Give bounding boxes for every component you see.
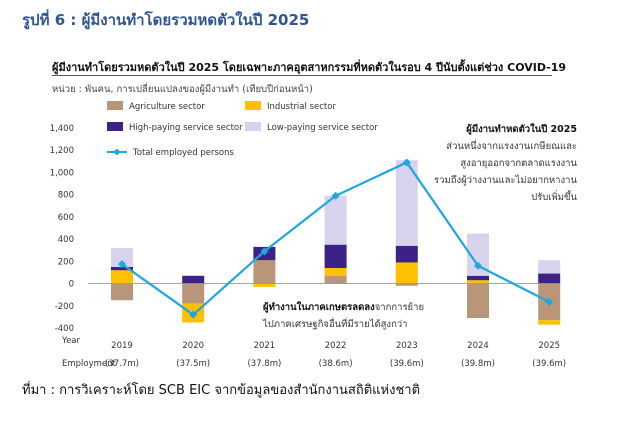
right-annotation-line-2: สูงอายุออกจากตลาดแรงงาน xyxy=(460,158,577,169)
x-tick-label: 2019 xyxy=(111,341,133,351)
bar-agriculture-2023 xyxy=(395,283,418,286)
source-note: ที่มา : การวิเคราะห์โดย SCB EIC จากข้อมู… xyxy=(22,383,421,398)
bar-high_paying-2023 xyxy=(395,245,418,263)
bar-industrial-2019 xyxy=(111,270,133,284)
legend-label-employed: Total employed persons xyxy=(132,148,235,158)
total-employed-line xyxy=(118,158,554,319)
y-tick-label: 1,200 xyxy=(50,146,74,156)
right-annotation-line-4: ปรับเพิ่มขึ้น xyxy=(531,190,577,203)
bar-high_paying-2025 xyxy=(538,273,561,284)
unit-note: หน่วย : พันคน, การเปลี่ยนแปลงของผู้มีงาน… xyxy=(52,84,313,95)
x-tick-label: 2020 xyxy=(182,341,204,351)
bar-low_paying-2024 xyxy=(467,233,489,276)
legend-label-industrial: Industrial sector xyxy=(267,102,336,112)
bar-industrial-2021 xyxy=(253,283,276,287)
bar-industrial-2025 xyxy=(538,320,561,325)
figure-title: รูปที่ 6 : ผู้มีงานทำโดยรวมหดตัวในปี 202… xyxy=(22,11,310,29)
line-point-2022 xyxy=(331,191,340,200)
y-tick-label: 200 xyxy=(58,257,74,267)
bar-industrial-2022 xyxy=(324,268,347,276)
line-point-2024 xyxy=(474,261,482,270)
legend-label-low_paying: Low-paying service sector xyxy=(267,123,378,133)
bar-industrial-2024 xyxy=(467,280,489,284)
bar-agriculture-2024 xyxy=(467,283,489,318)
bar-agriculture-2021 xyxy=(253,260,276,284)
bar-agriculture-2020 xyxy=(182,283,205,304)
x-tick-label: 2021 xyxy=(254,341,276,351)
bar-low_paying-2025 xyxy=(538,260,561,274)
y-tick-label: 400 xyxy=(58,235,74,245)
line-point-2023 xyxy=(402,158,411,167)
bottom-annotation-bold: ผู้ทำงานในภาคเกษตรลดลง xyxy=(263,301,375,314)
y-tick-label: 0 xyxy=(69,280,74,290)
bar-agriculture-2022 xyxy=(324,275,347,284)
right-annotation-line-3: รวมถึงผู้ว่างงานและไม่อยากหางาน xyxy=(434,174,577,186)
x-tick-label: 2024 xyxy=(467,341,489,351)
line-point-2025 xyxy=(545,297,554,306)
right-annotation-title: ผู้มีงานทำหดตัวในปี 2025 xyxy=(466,123,577,136)
right-annotation-line-1: ส่วนหนึ่งจากแรงงานเกษียณและ xyxy=(446,139,577,152)
x-tick-label: 2025 xyxy=(538,341,560,351)
bottom-annotation-line-2: ไปภาคเศรษฐกิจอื่นที่มีรายได้สูงกว่า xyxy=(262,317,408,330)
title-divider xyxy=(52,75,552,76)
bar-high_paying-2019 xyxy=(111,266,133,271)
bar-high_paying-2022 xyxy=(324,244,347,268)
y-tick-label: -200 xyxy=(55,302,74,312)
employment-value: (37.5m) xyxy=(176,359,210,369)
y-axis: 1,400 1,200 1,000 800 600 400 200 0 -200 -400 xyxy=(50,124,74,334)
y-tick-label: 1,000 xyxy=(50,168,74,178)
bottom-annotation-line-1: ผู้ทำงานในภาคเกษตรลดลงจากการย้าย xyxy=(263,301,424,314)
line-point-2019 xyxy=(118,260,126,269)
chart-title: ผู้มีงานทำโดยรวมหดตัวในปี 2025 โดยเฉพาะภ… xyxy=(52,61,567,74)
employment-value: (37.7m) xyxy=(105,359,139,369)
legend-line-marker xyxy=(113,148,121,156)
bar-low_paying-2022 xyxy=(324,195,347,245)
bar-high_paying-2024 xyxy=(467,275,489,281)
y-tick-label: -400 xyxy=(55,324,74,334)
annotations: ผู้มีงานทำหดตัวในปี 2025 ส่วนหนึ่งจากแรง… xyxy=(262,123,578,330)
y-tick-label: 1,400 xyxy=(50,124,74,134)
bar-low_paying-2019 xyxy=(111,248,133,267)
bars xyxy=(111,160,561,325)
legend-label-agriculture: Agriculture sector xyxy=(129,102,205,112)
legend-swatch-industrial xyxy=(245,101,261,110)
y-tick-label: 600 xyxy=(58,213,74,223)
employment-value: (39.6m) xyxy=(390,359,424,369)
x-tick-label: 2022 xyxy=(325,341,347,351)
employment-value: (38.6m) xyxy=(319,359,353,369)
employment-row-label: Employment xyxy=(62,359,117,369)
legend: Agriculture sector Industrial sector High-… xyxy=(107,101,378,158)
legend-label-high_paying: High-paying service sector xyxy=(129,123,243,133)
y-tick-label: 800 xyxy=(58,191,74,201)
line-point-2020 xyxy=(189,310,198,319)
employment-value: (39.8m) xyxy=(461,359,495,369)
bar-low_paying-2023 xyxy=(395,160,418,246)
line-point-2021 xyxy=(260,247,269,256)
x-axis: Year Employment 2019 (37.7m) 2020 (37.5m) 2021… xyxy=(61,336,566,369)
employment-value: (39.6m) xyxy=(532,359,566,369)
legend-swatch-agriculture xyxy=(107,101,123,110)
legend-swatch-low_paying xyxy=(245,122,261,131)
x-tick-label: 2023 xyxy=(396,341,418,351)
bottom-annotation-rest: จากการย้าย xyxy=(375,302,424,313)
bar-high_paying-2020 xyxy=(182,275,205,284)
x-axis-label: Year xyxy=(61,336,81,346)
bar-agriculture-2019 xyxy=(111,283,133,301)
employment-value: (37.8m) xyxy=(247,359,281,369)
bar-industrial-2023 xyxy=(395,262,418,284)
legend-swatch-high_paying xyxy=(107,122,123,131)
